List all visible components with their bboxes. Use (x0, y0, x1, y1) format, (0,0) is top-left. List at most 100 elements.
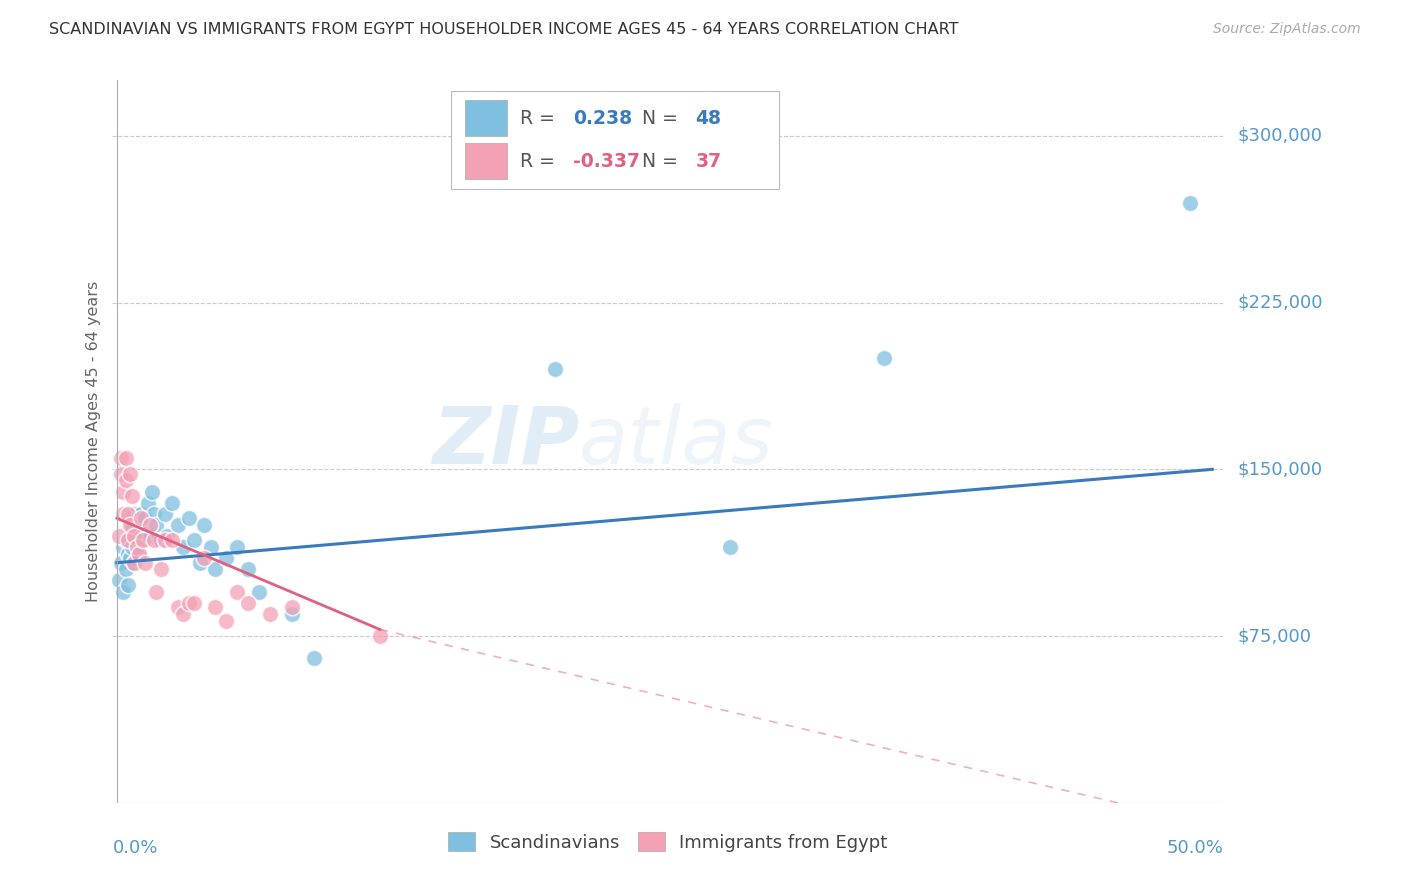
Point (125, 533, 148, 548)
Point (167, 600, 190, 615)
Point (128, 524, 150, 539)
Point (200, 540, 222, 554)
Point (145, 517, 167, 532)
Point (118, 467, 141, 481)
Point (108, 529, 131, 543)
Point (179, 511, 201, 525)
Point (872, 351, 894, 366)
Point (110, 467, 132, 481)
Point (156, 529, 179, 543)
Point (124, 556, 146, 570)
Point (114, 562, 136, 576)
Text: SCANDINAVIAN VS IMMIGRANTS FROM EGYPT HOUSEHOLDER INCOME AGES 45 - 64 YEARS CORR: SCANDINAVIAN VS IMMIGRANTS FROM EGYPT HO… (49, 22, 959, 37)
Point (153, 507, 176, 521)
Point (117, 533, 139, 548)
Point (114, 533, 136, 548)
Legend: Scandinavians, Immigrants from Egypt: Scandinavians, Immigrants from Egypt (440, 825, 896, 859)
Point (114, 451, 136, 466)
Point (160, 533, 183, 548)
Point (153, 533, 176, 548)
Text: -0.337: -0.337 (574, 152, 641, 171)
Point (172, 607, 194, 621)
Text: 50.0%: 50.0% (1167, 838, 1223, 857)
Point (302, 651, 325, 665)
Point (143, 507, 166, 521)
Point (138, 517, 160, 532)
Point (117, 547, 139, 561)
Point (112, 484, 135, 499)
Point (128, 547, 150, 561)
Point (167, 517, 190, 532)
Text: 0.238: 0.238 (574, 109, 633, 128)
Point (121, 517, 143, 532)
Point (124, 556, 146, 570)
Point (114, 474, 136, 488)
Text: R =: R = (520, 109, 561, 128)
Text: ZIP: ZIP (432, 402, 579, 481)
Point (118, 529, 141, 543)
Point (718, 540, 741, 554)
Point (121, 489, 143, 503)
Point (172, 540, 194, 554)
Point (226, 540, 249, 554)
Point (132, 533, 155, 548)
Point (141, 484, 163, 499)
Point (118, 517, 141, 532)
Point (117, 507, 139, 521)
Point (188, 556, 211, 570)
Point (193, 551, 215, 566)
Text: Source: ZipAtlas.com: Source: ZipAtlas.com (1213, 22, 1361, 37)
Point (112, 507, 135, 521)
Text: $150,000: $150,000 (1237, 460, 1322, 478)
Point (238, 596, 260, 610)
Text: 48: 48 (696, 109, 721, 128)
Point (134, 511, 156, 525)
Point (125, 540, 148, 554)
Text: $225,000: $225,000 (1237, 293, 1323, 311)
Point (368, 629, 391, 643)
Point (259, 607, 281, 621)
Point (108, 574, 131, 588)
Point (544, 362, 567, 376)
Text: N =: N = (643, 152, 685, 171)
Point (204, 562, 226, 576)
Point (1180, 195, 1202, 210)
Point (179, 596, 201, 610)
Text: N =: N = (643, 109, 685, 128)
Point (110, 556, 132, 570)
Point (110, 451, 132, 466)
Point (183, 533, 205, 548)
Text: 37: 37 (696, 152, 721, 171)
Point (138, 529, 160, 543)
Text: R =: R = (520, 152, 561, 171)
Point (117, 578, 139, 592)
Point (136, 496, 159, 510)
Point (238, 562, 260, 576)
Point (143, 533, 166, 548)
Point (160, 496, 183, 510)
Point (129, 511, 152, 525)
Bar (464, 144, 506, 179)
Text: $75,000: $75,000 (1237, 627, 1312, 645)
Point (149, 562, 172, 576)
Point (124, 529, 146, 543)
Point (129, 507, 152, 521)
Text: $300,000: $300,000 (1237, 127, 1322, 145)
Point (204, 600, 226, 615)
FancyBboxPatch shape (451, 91, 779, 189)
Point (193, 517, 215, 532)
Point (226, 584, 249, 599)
Point (112, 540, 135, 554)
Point (215, 551, 238, 566)
Point (183, 596, 205, 610)
Point (247, 584, 270, 599)
Point (112, 584, 135, 599)
Point (149, 533, 172, 548)
Y-axis label: Householder Income Ages 45 - 64 years: Householder Income Ages 45 - 64 years (86, 281, 101, 602)
Text: 0.0%: 0.0% (112, 838, 157, 857)
Bar (464, 101, 506, 136)
Point (121, 540, 143, 554)
Point (124, 507, 146, 521)
Point (132, 533, 155, 548)
Point (145, 584, 167, 599)
